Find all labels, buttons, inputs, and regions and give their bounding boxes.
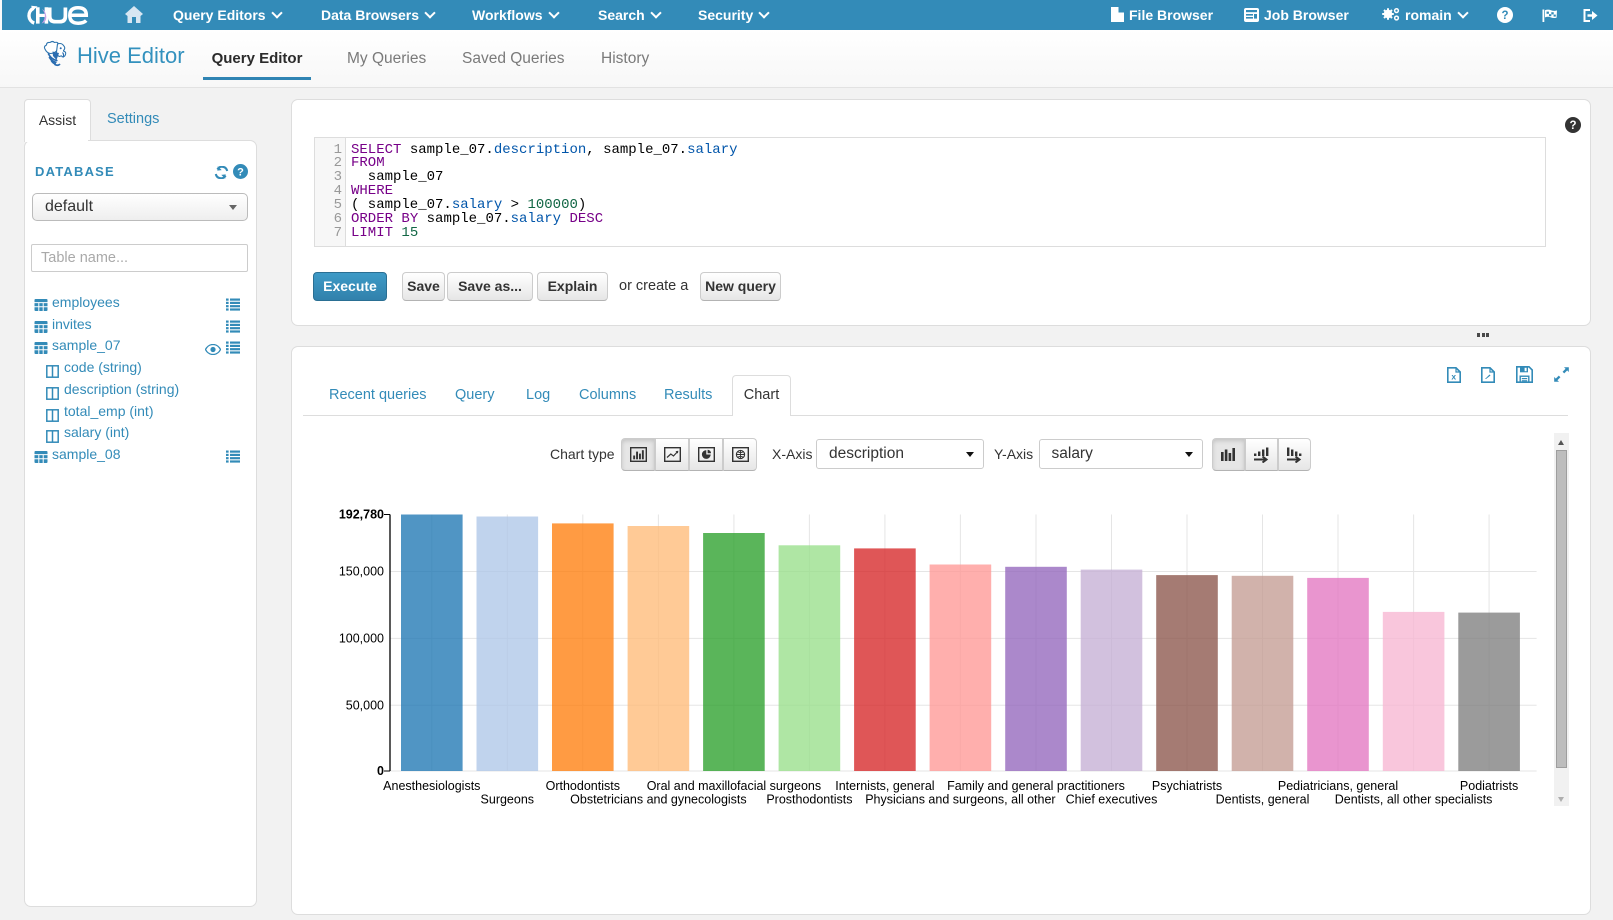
svg-text:50,000: 50,000: [346, 699, 384, 713]
svg-text:Internists, general: Internists, general: [835, 779, 934, 793]
svg-text:0: 0: [377, 764, 384, 778]
svg-text:Surgeons: Surgeons: [481, 793, 535, 807]
svg-text:100,000: 100,000: [339, 632, 384, 646]
svg-text:?: ?: [237, 167, 244, 179]
svg-text:Anesthesiologists: Anesthesiologists: [383, 779, 480, 793]
svg-text:x: x: [1451, 372, 1456, 382]
svg-text:Psychiatrists: Psychiatrists: [1152, 779, 1222, 793]
svg-text:192,780: 192,780: [339, 508, 384, 522]
svg-text:Physicians and surgeons, all o: Physicians and surgeons, all other: [865, 793, 1055, 807]
svg-text:Oral and maxillofacial surgeon: Oral and maxillofacial surgeons: [647, 779, 821, 793]
svg-text:Chief executives: Chief executives: [1066, 793, 1158, 807]
svg-text:Podiatrists: Podiatrists: [1460, 779, 1518, 793]
svg-text:Pediatricians, general: Pediatricians, general: [1278, 779, 1398, 793]
svg-text:?: ?: [1569, 120, 1576, 132]
svg-text:150,000: 150,000: [339, 565, 384, 579]
svg-text:Family and general practitione: Family and general practitioners: [947, 779, 1125, 793]
svg-text:Dentists, all other specialist: Dentists, all other specialists: [1335, 793, 1493, 807]
svg-text:Obstetricians and gynecologist: Obstetricians and gynecologists: [570, 793, 746, 807]
svg-text:Orthodontists: Orthodontists: [546, 779, 620, 793]
svg-text:Dentists, general: Dentists, general: [1216, 793, 1310, 807]
svg-text:?: ?: [1501, 10, 1508, 22]
svg-text:Prosthodontists: Prosthodontists: [766, 793, 852, 807]
